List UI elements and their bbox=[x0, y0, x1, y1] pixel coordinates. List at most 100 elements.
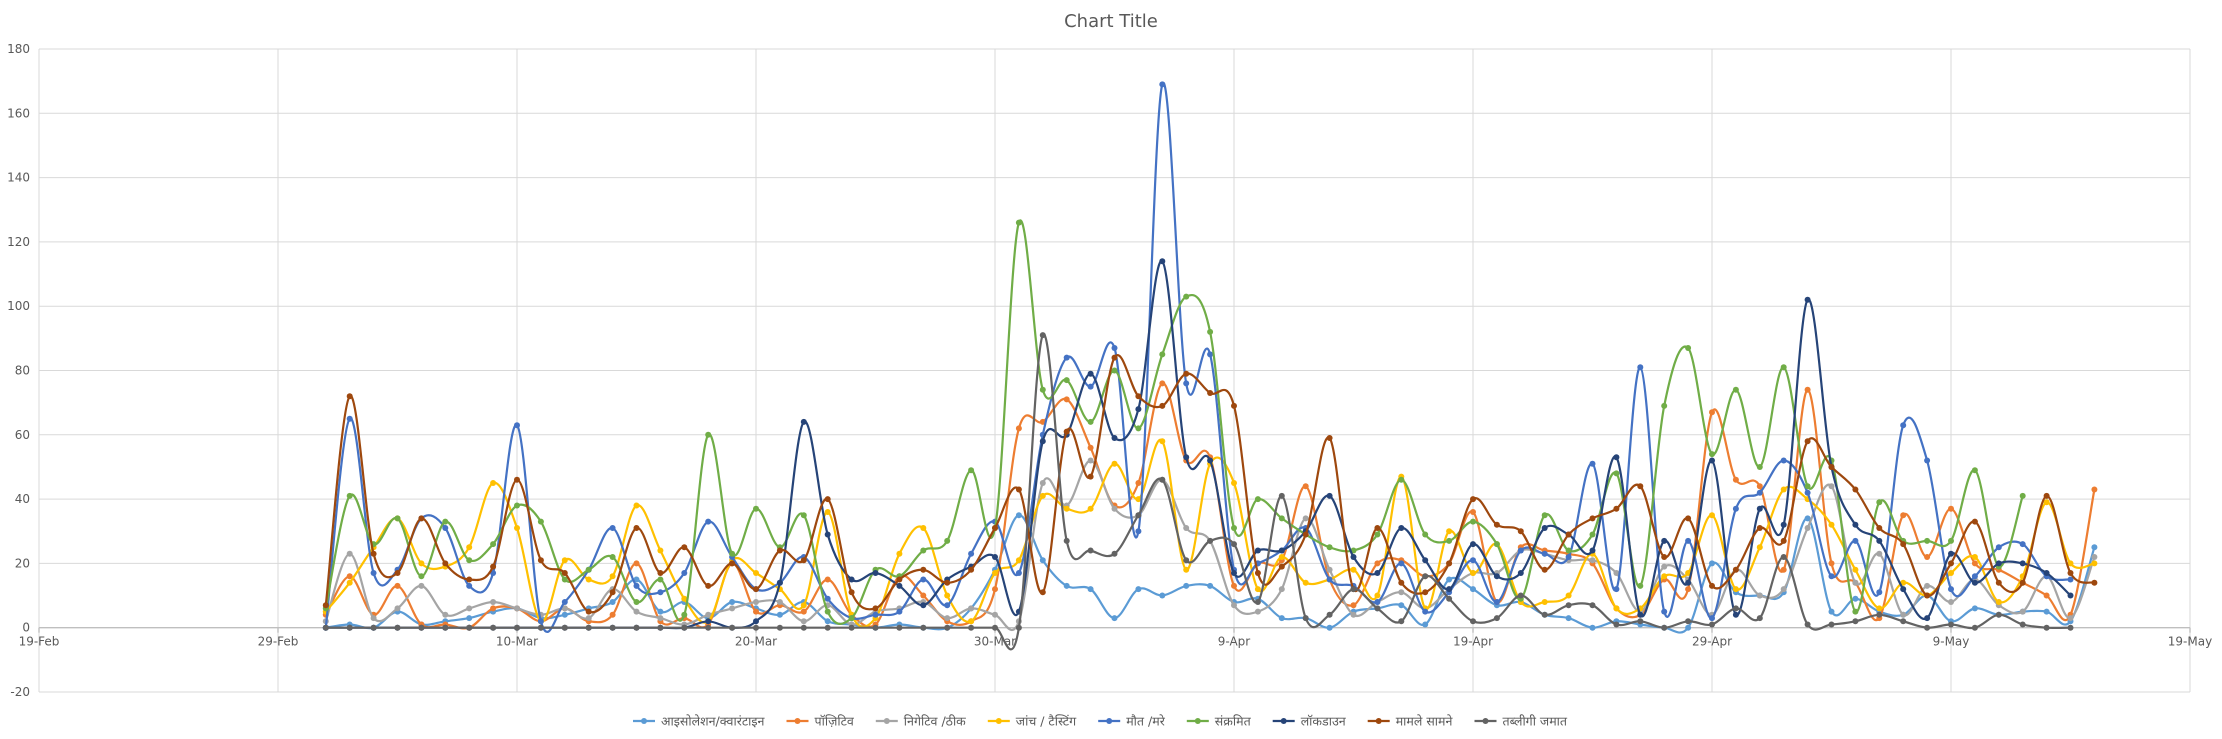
data-point bbox=[370, 615, 377, 622]
data-point bbox=[1995, 611, 2002, 618]
data-point bbox=[1828, 560, 1835, 567]
series-4 bbox=[322, 81, 2074, 633]
legend-label: मामले सामने bbox=[1396, 714, 1454, 729]
data-point bbox=[370, 570, 377, 576]
data-point bbox=[1302, 515, 1309, 522]
data-point bbox=[1135, 528, 1142, 535]
data-point bbox=[1756, 505, 1763, 512]
data-point bbox=[824, 618, 831, 625]
data-point bbox=[1995, 599, 2002, 605]
data-point bbox=[1111, 460, 1118, 467]
data-point bbox=[1876, 589, 1883, 596]
data-point bbox=[1135, 480, 1142, 486]
data-point bbox=[1541, 550, 1548, 557]
data-point bbox=[1422, 608, 1429, 615]
data-point bbox=[2091, 560, 2098, 567]
data-point bbox=[1685, 579, 1692, 586]
data-point bbox=[681, 624, 688, 631]
data-point bbox=[681, 570, 688, 576]
data-point bbox=[1350, 586, 1357, 593]
data-point bbox=[514, 525, 520, 531]
data-point bbox=[1159, 351, 1166, 358]
legend-marker bbox=[1280, 718, 1287, 724]
x-tick-label: 20-Mar bbox=[735, 635, 777, 649]
data-point bbox=[1087, 457, 1094, 464]
data-point bbox=[1613, 605, 1620, 612]
legend-marker bbox=[995, 718, 1002, 724]
data-point bbox=[896, 608, 903, 615]
data-point bbox=[1924, 615, 1931, 622]
data-point bbox=[1231, 570, 1237, 576]
data-point bbox=[1924, 624, 1931, 631]
data-point bbox=[2043, 492, 2050, 499]
data-point bbox=[2067, 560, 2074, 567]
legend-label: जांच / टैस्टिंग bbox=[1016, 714, 1077, 729]
data-point bbox=[1565, 615, 1572, 622]
data-point bbox=[1852, 566, 1859, 573]
data-point bbox=[968, 566, 975, 573]
data-point bbox=[1015, 486, 1022, 493]
data-point bbox=[1924, 582, 1931, 589]
data-point bbox=[920, 602, 927, 609]
data-point bbox=[1398, 579, 1405, 586]
data-point bbox=[1326, 544, 1333, 551]
data-point bbox=[1278, 492, 1285, 499]
data-point bbox=[1924, 592, 1931, 599]
data-point bbox=[824, 624, 831, 631]
data-point bbox=[872, 605, 879, 612]
legend-label: मौत /मरे bbox=[1126, 714, 1165, 729]
data-point bbox=[800, 624, 807, 631]
data-point bbox=[776, 579, 783, 586]
data-point bbox=[1159, 476, 1166, 483]
data-point bbox=[1374, 592, 1381, 599]
data-point bbox=[800, 618, 807, 625]
data-point bbox=[1637, 582, 1644, 589]
legend-label: पॉज़िटिव bbox=[815, 714, 855, 729]
data-point bbox=[1398, 589, 1405, 596]
data-point bbox=[1971, 518, 1978, 525]
data-point bbox=[1398, 476, 1405, 483]
data-point bbox=[1852, 595, 1859, 602]
data-point bbox=[657, 624, 664, 631]
legend-item: निगेटिव /ठीक bbox=[875, 714, 966, 729]
data-point bbox=[1254, 586, 1261, 593]
data-point bbox=[442, 611, 449, 618]
data-point bbox=[466, 557, 473, 564]
data-point bbox=[1637, 611, 1644, 618]
data-point bbox=[466, 576, 473, 583]
data-point bbox=[1111, 435, 1118, 441]
data-point bbox=[1971, 560, 1978, 567]
data-point bbox=[1709, 457, 1715, 464]
data-point bbox=[1900, 512, 1907, 519]
data-point bbox=[1254, 547, 1261, 554]
data-point bbox=[1231, 480, 1237, 486]
data-point bbox=[466, 624, 473, 631]
data-point bbox=[1422, 557, 1429, 564]
data-point bbox=[1517, 570, 1524, 576]
legend-label: निगेटिव /ठीक bbox=[904, 714, 966, 729]
data-point bbox=[2067, 570, 2074, 576]
data-point bbox=[561, 611, 568, 618]
data-point bbox=[968, 618, 975, 625]
data-point bbox=[1231, 602, 1237, 609]
data-point bbox=[1948, 570, 1954, 576]
series-1 bbox=[322, 380, 2098, 631]
data-point bbox=[824, 576, 831, 583]
data-point bbox=[633, 525, 640, 531]
data-point bbox=[2091, 486, 2098, 493]
data-point bbox=[1756, 464, 1763, 470]
data-point bbox=[1900, 541, 1907, 548]
data-point bbox=[1135, 512, 1142, 519]
data-point bbox=[920, 566, 927, 573]
data-point bbox=[992, 586, 998, 593]
data-point bbox=[1948, 586, 1954, 593]
data-point bbox=[2019, 560, 2026, 567]
data-point bbox=[1685, 586, 1692, 593]
data-point bbox=[1541, 611, 1548, 618]
data-point bbox=[1087, 586, 1094, 593]
data-point bbox=[1589, 602, 1596, 609]
data-point bbox=[346, 624, 353, 631]
data-point bbox=[992, 525, 998, 531]
data-point bbox=[1613, 570, 1620, 576]
data-point bbox=[1756, 489, 1763, 496]
